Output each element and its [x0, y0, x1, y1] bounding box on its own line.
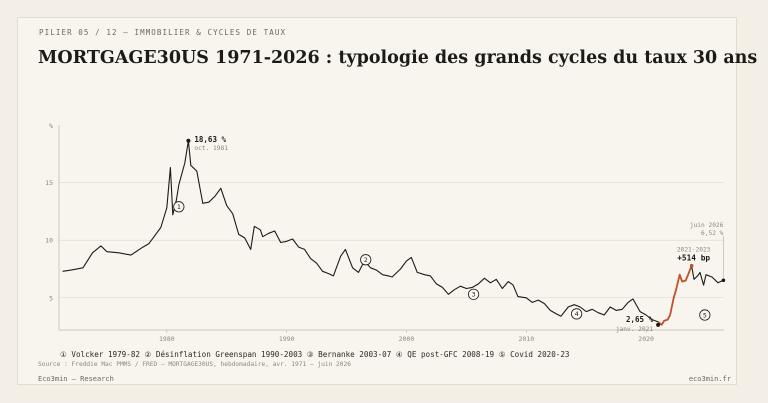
last-point: [721, 278, 726, 283]
peak-value-label: 18,63 %: [194, 135, 226, 144]
low-point: [656, 322, 661, 327]
low-value-label: 2,65 %: [626, 315, 654, 324]
last-value-label: 6,52 %: [701, 230, 724, 237]
cycle-marker-label: 5: [703, 312, 707, 319]
x-tick-label: 1990: [279, 335, 295, 343]
peak-date-label: oct. 1981: [194, 145, 228, 152]
source-note: Source : Freddie Mac PMMS / FRED — MORTG…: [38, 361, 351, 368]
last-date-label: juin 2026: [690, 222, 724, 229]
x-tick-label: 1980: [159, 335, 175, 343]
x-tick-label: 2020: [638, 335, 654, 343]
y-tick-label: 15: [45, 179, 53, 187]
y-tick-label: 10: [45, 237, 53, 245]
hike-period-label: 2021-2023: [677, 247, 711, 254]
y-axis-unit: %: [49, 122, 53, 130]
hike-bp-label: +514 bp: [677, 254, 710, 263]
cycle-marker-2: [360, 254, 372, 266]
footer-site: eco3min.fr: [688, 375, 731, 383]
footer-brand: Eco3min — Research: [38, 375, 114, 383]
page-title: MORTGAGE30US 1971-2026 : typologie des g…: [38, 48, 758, 68]
peak-point: [186, 138, 191, 143]
cycle-marker-1: [173, 201, 185, 213]
cycle-legend: ① Volcker 1979-82 ② Désinflation Greensp…: [60, 350, 570, 359]
x-tick-label: 2000: [399, 335, 415, 343]
y-tick-label: 5: [49, 294, 53, 302]
cycle-marker-label: 3: [472, 292, 476, 299]
cycle-marker-4: [571, 308, 583, 320]
hike-peak-point: [689, 263, 694, 268]
x-tick-label: 2010: [518, 335, 534, 343]
cycle-marker-label: 1: [177, 204, 181, 211]
cycle-marker-label: 2: [364, 257, 368, 264]
cycle-marker-5: [699, 309, 711, 321]
mortgage-rate-line: [62, 140, 724, 326]
cycle-marker-3: [467, 288, 480, 300]
low-date-label: janv. 2021: [616, 326, 654, 333]
kicker-label: PILIER 05 / 12 — IMMOBILIER & CYCLES DE …: [39, 28, 287, 37]
rate-hike-segment: [657, 265, 693, 326]
card-background: [17, 17, 737, 385]
cycle-marker-label: 4: [575, 311, 579, 318]
